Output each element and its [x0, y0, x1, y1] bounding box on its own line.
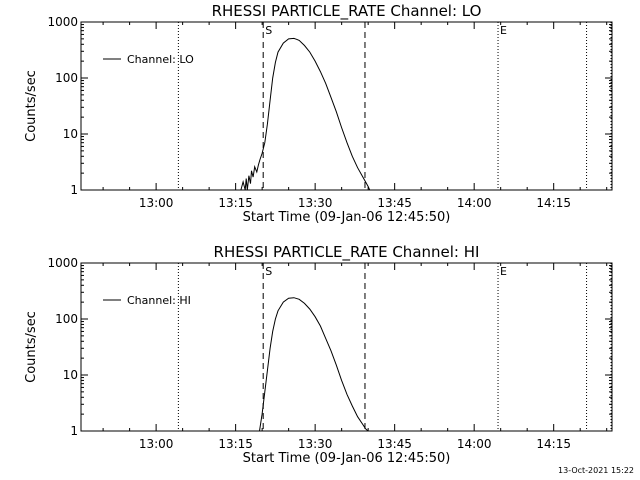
- x-tick-label: 13:30: [298, 437, 333, 451]
- plot-frame: [80, 262, 613, 432]
- footer-timestamp-wrap: 13-Oct-2021 15:22: [558, 466, 634, 475]
- x-tick-label: 13:45: [377, 196, 412, 210]
- y-tick-label: 1: [70, 183, 78, 197]
- chart-panel-2: RHESSI PARTICLE_RATE Channel: HI 1 10 100 10…: [24, 243, 613, 466]
- legend: Channel: LO: [103, 53, 194, 66]
- x-axis: 13:00 13:15 13:30 13:45 14:00 14:15: [102, 263, 608, 451]
- y-tick-label: 10: [63, 368, 78, 382]
- x-axis: 13:00 13:15 13:30 13:45 14:00 14:15: [102, 22, 608, 210]
- series-line: [259, 297, 369, 432]
- y-axis-label: Counts/sec: [24, 70, 39, 142]
- x-tick-label: 14:00: [457, 196, 492, 210]
- y-tick-label: 100: [55, 71, 78, 85]
- x-tick-label: 13:00: [139, 196, 174, 210]
- x-tick-label: 14:15: [536, 196, 571, 210]
- marker-e-label: E: [500, 24, 507, 37]
- x-tick-label: 13:15: [218, 196, 253, 210]
- x-axis-label: Start Time (09-Jan-06 12:45:50): [243, 210, 451, 225]
- x-tick-label: 13:30: [298, 196, 333, 210]
- x-tick-label: 13:45: [377, 437, 412, 451]
- legend: Channel: HI: [103, 294, 191, 307]
- chart-title: RHESSI PARTICLE_RATE Channel: HI: [214, 243, 480, 262]
- y-axis: 1 10 100 1000: [47, 256, 612, 438]
- y-tick-label: 1000: [47, 256, 78, 270]
- x-tick-label: 14:15: [536, 437, 571, 451]
- y-axis: 1 10 100 1000: [47, 15, 612, 197]
- x-axis-label: Start Time (09-Jan-06 12:45:50): [243, 451, 451, 466]
- y-tick-label: 10: [63, 127, 78, 141]
- plot-frame: [80, 21, 613, 191]
- y-tick-label: 1: [70, 424, 78, 438]
- y-tick-label: 1000: [47, 15, 78, 29]
- y-axis-label: Counts/sec: [24, 311, 39, 383]
- marker-s-label: S: [265, 24, 272, 37]
- legend-label: Channel: HI: [127, 294, 191, 307]
- legend-label: Channel: LO: [127, 53, 194, 66]
- chart-panel-1: RHESSI PARTICLE_RATE Channel: LO 1 10 100 10…: [24, 2, 613, 225]
- chart-title: RHESSI PARTICLE_RATE Channel: LO: [212, 2, 482, 21]
- series-line: [240, 37, 371, 191]
- footer-timestamp: 13-Oct-2021 15:22: [558, 466, 634, 475]
- x-tick-label: 14:00: [457, 437, 492, 451]
- x-tick-label: 13:00: [139, 437, 174, 451]
- x-tick-label: 13:15: [218, 437, 253, 451]
- marker-e-label: E: [500, 265, 507, 278]
- marker-s-label: S: [265, 265, 272, 278]
- y-tick-label: 100: [55, 312, 78, 326]
